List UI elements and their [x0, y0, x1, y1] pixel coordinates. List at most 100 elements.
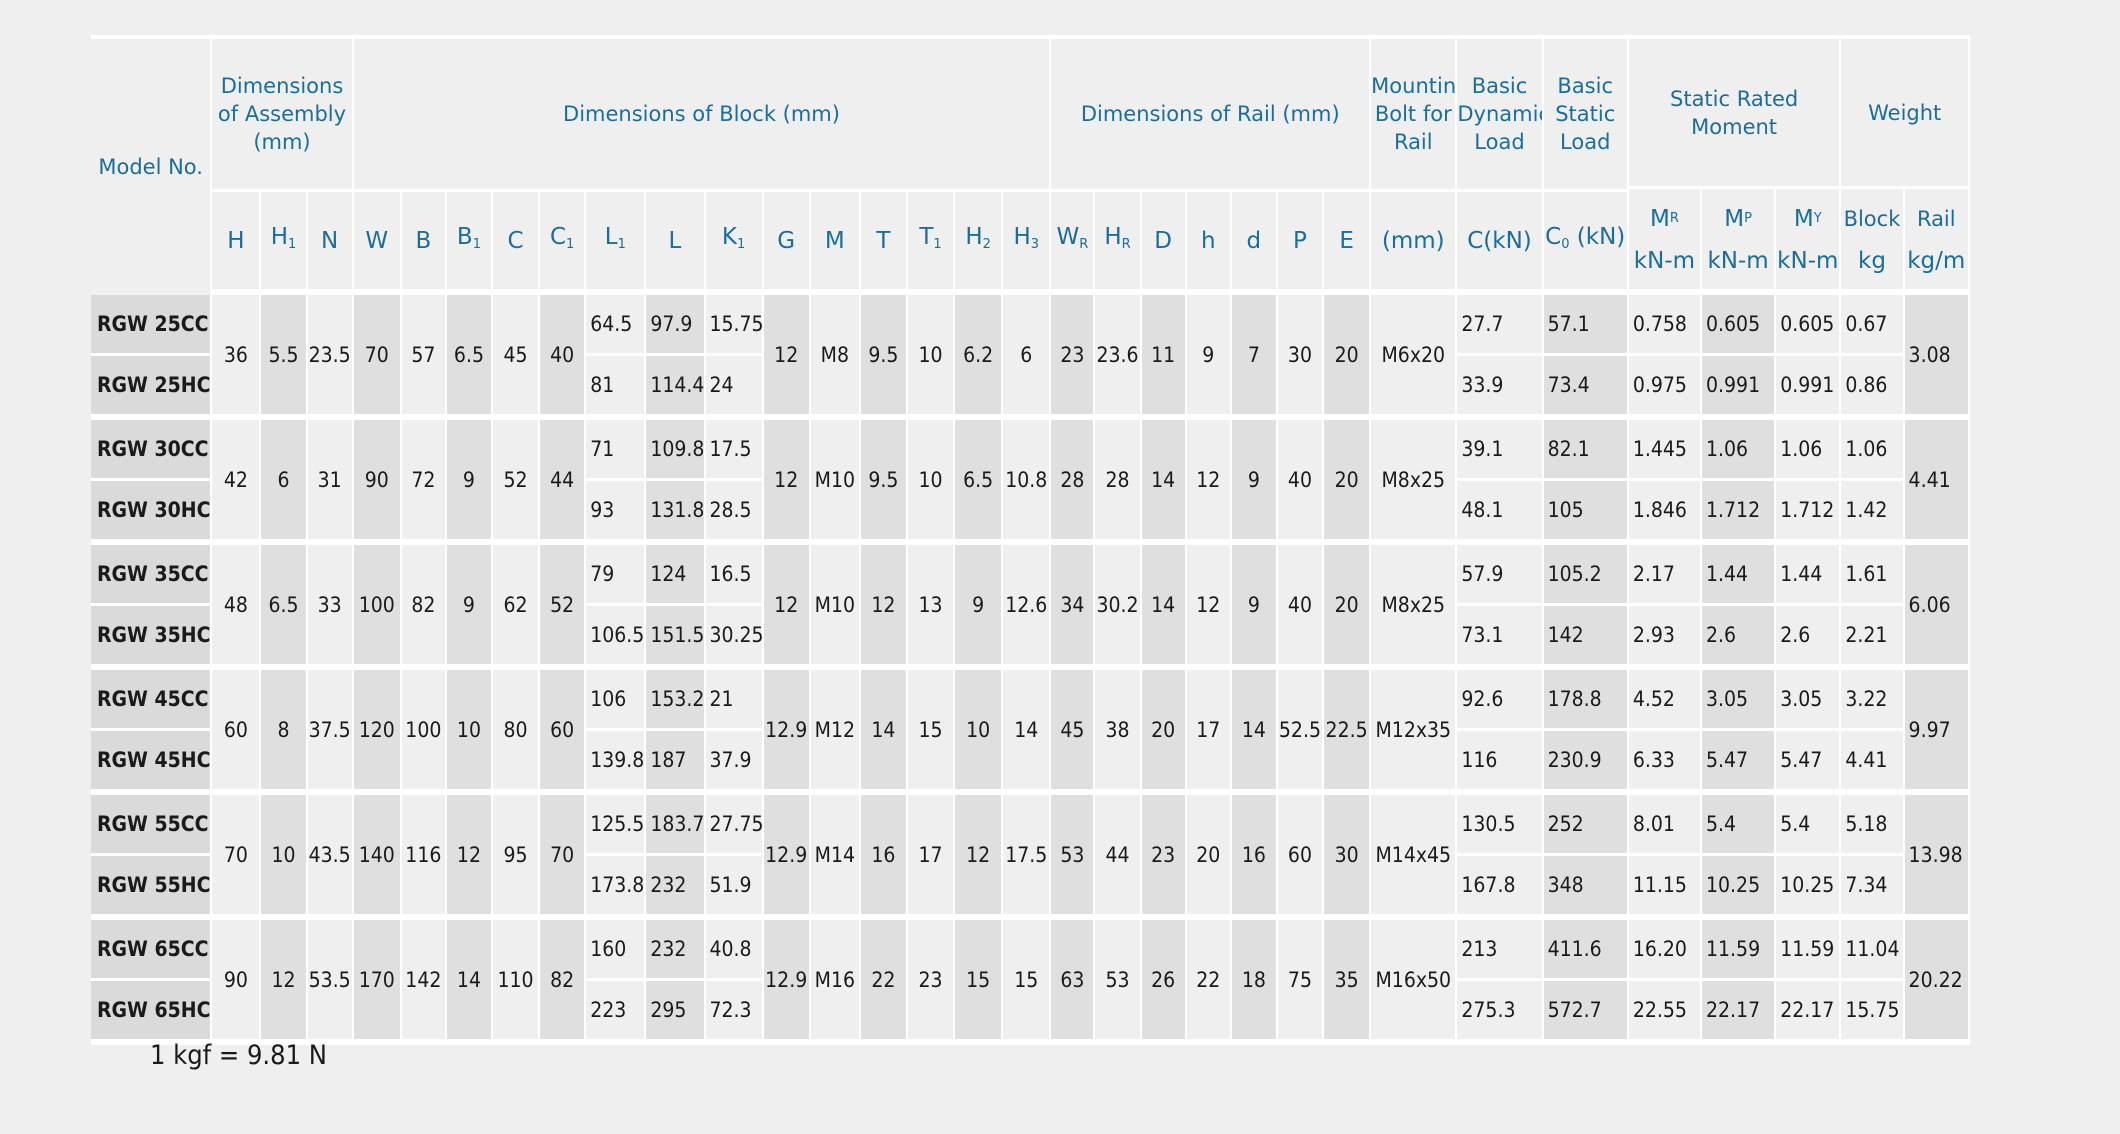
- cell-d: 20: [1141, 670, 1187, 795]
- table-row: RGW 30HC 93 131.8 28.5 48.1 105 1.846 1.712 1.71…: [91, 481, 1970, 545]
- col-l: L: [646, 189, 706, 295]
- col-c: C: [493, 189, 541, 295]
- cell-d: 14: [1231, 670, 1278, 795]
- cell-p: 40: [1277, 420, 1324, 545]
- cell-my: 3.05: [1776, 670, 1842, 731]
- cell-d: 14: [1141, 545, 1187, 670]
- cell-h: 70: [212, 795, 262, 920]
- cell-dyn: 275.3: [1457, 981, 1544, 1045]
- cell-l: 124: [646, 545, 706, 606]
- cell-k1: 51.9: [705, 856, 764, 920]
- cell-c1: 82: [540, 920, 587, 1045]
- cell-mp: 22.17: [1702, 981, 1777, 1045]
- cell-h2: 6.2: [955, 295, 1004, 420]
- cell-t: 12: [860, 545, 908, 670]
- cell-block: 1.42: [1841, 481, 1905, 545]
- cell-h: 22: [1186, 920, 1232, 1045]
- cell-c1: 60: [540, 670, 587, 795]
- cell-block: 11.04: [1841, 920, 1905, 981]
- col-h2: H2: [955, 189, 1004, 295]
- cell-h3: 14: [1003, 670, 1052, 795]
- col-m: M: [810, 189, 861, 295]
- col-l1: L1: [586, 189, 647, 295]
- cell-w: 70: [353, 295, 402, 420]
- cell-rail-weight: 3.08: [1904, 295, 1970, 420]
- cell-m: M10: [810, 545, 861, 670]
- cell-l: 187: [646, 731, 706, 795]
- mounting-bolt-header: Mounting Bolt for Rail: [1371, 35, 1458, 189]
- cell-my: 2.6: [1776, 606, 1842, 670]
- cell-b1: 12: [446, 795, 493, 920]
- cell-block: 15.75: [1841, 981, 1905, 1045]
- col-hr: HR: [1095, 189, 1142, 295]
- cell-block: 5.18: [1841, 795, 1905, 856]
- cell-t: 22: [860, 920, 908, 1045]
- model-cell: RGW 55CC: [91, 795, 213, 856]
- cell-d: 9: [1231, 420, 1278, 545]
- cell-l: 183.7: [646, 795, 706, 856]
- cell-mp: 1.44: [1702, 545, 1777, 606]
- col-w: W: [353, 189, 402, 295]
- basic-static-load-header: Basic Static Load: [1543, 35, 1629, 189]
- col-dynamic-load: C(kN): [1457, 189, 1544, 295]
- cell-dyn: 33.9: [1457, 356, 1544, 420]
- cell-hr: 30.2: [1095, 545, 1142, 670]
- col-rail-weight: Rail kg/m: [1904, 189, 1970, 295]
- model-cell: RGW 30CC: [91, 420, 213, 481]
- cell-d: 9: [1231, 545, 1278, 670]
- cell-d: 16: [1231, 795, 1278, 920]
- cell-k1: 24: [705, 356, 764, 420]
- cell-n: 23.5: [307, 295, 354, 420]
- cell-h1: 6.5: [261, 545, 308, 670]
- cell-mr: 0.758: [1628, 295, 1703, 356]
- cell-h: 36: [212, 295, 262, 420]
- cell-block: 1.61: [1841, 545, 1905, 606]
- model-cell: RGW 55HC: [91, 856, 213, 920]
- cell-e: 35: [1324, 920, 1372, 1045]
- cell-w: 90: [353, 420, 402, 545]
- cell-n: 37.5: [307, 670, 354, 795]
- cell-g: 12: [763, 420, 811, 545]
- cell-l1: 125.5: [586, 795, 647, 856]
- cell-k1: 15.75: [705, 295, 764, 356]
- cell-l: 109.8: [646, 420, 706, 481]
- table-row: RGW 30CC 42 6 31 90 72 9 52 44 71 109.8 17.5 12 M10 9.…: [91, 420, 1970, 545]
- cell-n: 31: [307, 420, 354, 545]
- model-cell: RGW 25CC: [91, 295, 213, 356]
- cell-g: 12.9: [763, 670, 811, 795]
- cell-rail-weight: 9.97: [1904, 670, 1970, 795]
- cell-dyn: 167.8: [1457, 856, 1544, 920]
- cell-m: M12: [810, 670, 861, 795]
- cell-h3: 12.6: [1003, 545, 1052, 670]
- cell-h2: 15: [955, 920, 1004, 1045]
- cell-my: 5.47: [1776, 731, 1842, 795]
- cell-w: 170: [353, 920, 402, 1045]
- cell-k1: 16.5: [705, 545, 764, 606]
- cell-mr: 16.20: [1628, 920, 1703, 981]
- cell-l1: 139.8: [586, 731, 647, 795]
- cell-my: 11.59: [1776, 920, 1842, 981]
- cell-rail-weight: 13.98: [1904, 795, 1970, 920]
- cell-l1: 81: [586, 356, 647, 420]
- col-wr: WR: [1051, 189, 1096, 295]
- cell-l1: 106.5: [586, 606, 647, 670]
- cell-m: M8: [810, 295, 861, 420]
- col-k1: K1: [705, 189, 764, 295]
- model-cell: RGW 35CC: [91, 545, 213, 606]
- cell-d: 26: [1141, 920, 1187, 1045]
- cell-b: 82: [401, 545, 447, 670]
- cell-block: 7.34: [1841, 856, 1905, 920]
- cell-p: 30: [1277, 295, 1324, 420]
- model-cell: RGW 65HC: [91, 981, 213, 1045]
- cell-dyn: 116: [1457, 731, 1544, 795]
- unit-conversion-note: 1 kgf = 9.81 N: [150, 1040, 327, 1071]
- cell-stat: 57.1: [1543, 295, 1629, 356]
- col-n: N: [307, 189, 354, 295]
- cell-c1: 70: [540, 795, 587, 920]
- cell-m: M16: [810, 920, 861, 1045]
- cell-dyn: 73.1: [1457, 606, 1544, 670]
- cell-wr: 53: [1051, 795, 1096, 920]
- cell-k1: 40.8: [705, 920, 764, 981]
- cell-c: 110: [493, 920, 541, 1045]
- cell-stat: 105.2: [1543, 545, 1629, 606]
